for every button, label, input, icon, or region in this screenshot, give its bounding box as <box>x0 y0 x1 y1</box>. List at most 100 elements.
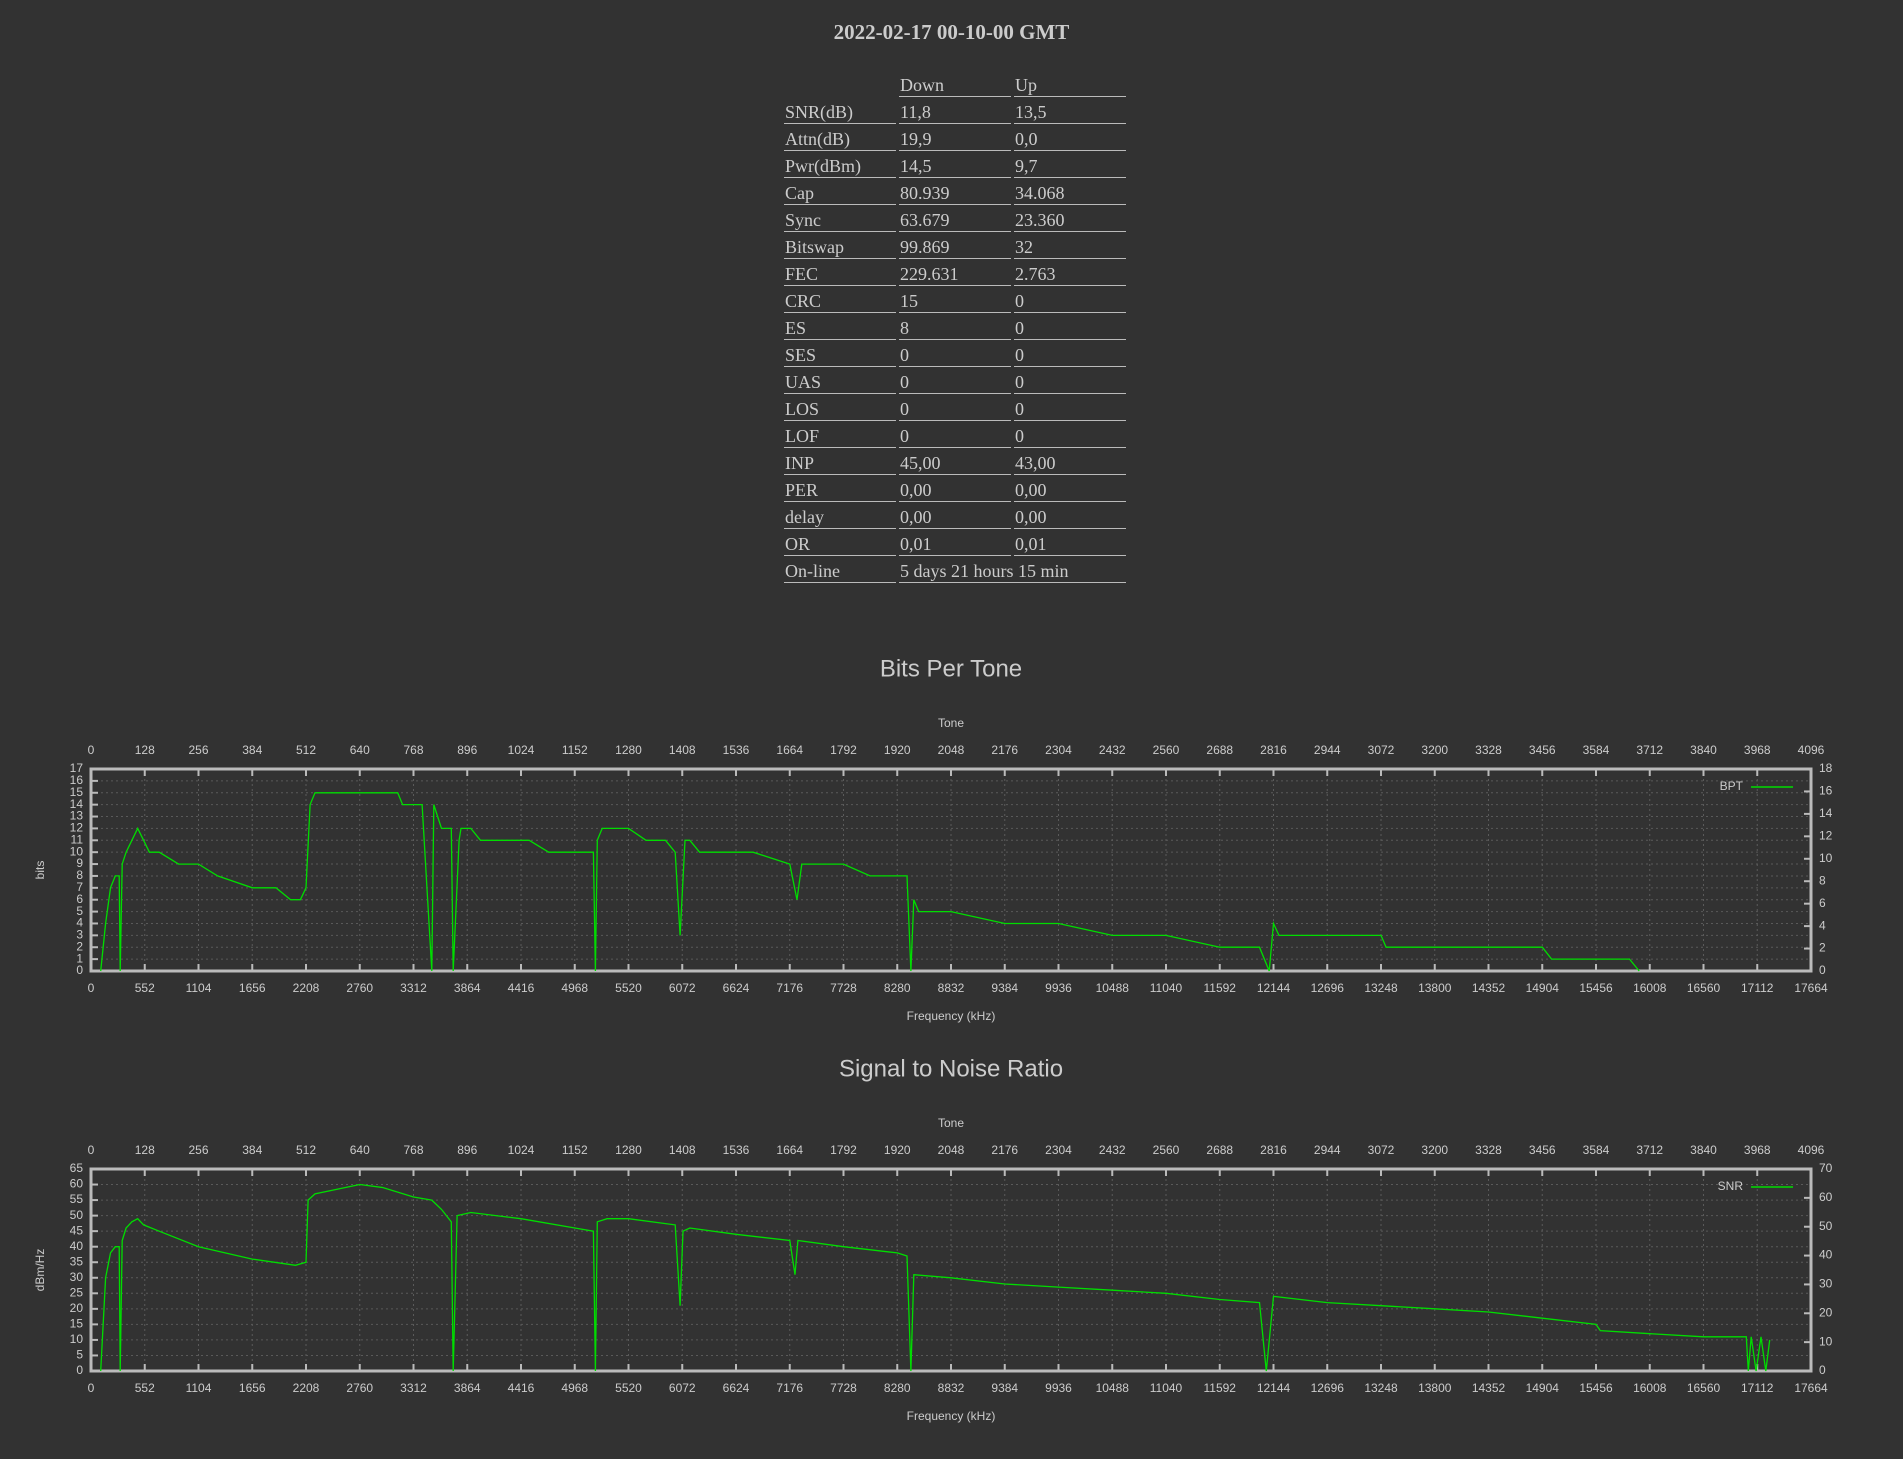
x2-tick-label: 3968 <box>1744 1143 1771 1157</box>
x2-tick-label: 3072 <box>1368 1143 1395 1157</box>
row-label: PER <box>784 475 896 502</box>
x2-tick-label: 1792 <box>830 743 857 757</box>
row-label: Sync <box>784 205 896 232</box>
x-tick-label: 15456 <box>1579 1381 1613 1395</box>
x2-tick-label: 3456 <box>1529 743 1556 757</box>
table-row: Sync 63.679 23.360 <box>784 205 1126 232</box>
x-tick-label: 2760 <box>346 1381 373 1395</box>
x2-tick-label: 1664 <box>776 743 803 757</box>
x-tick-label: 2760 <box>346 981 373 995</box>
table-row: Pwr(dBm) 14,5 9,7 <box>784 151 1126 178</box>
x2-tick-label: 3712 <box>1636 1143 1663 1157</box>
x-tick-label: 8832 <box>938 981 965 995</box>
x2-tick-label: 3584 <box>1583 743 1610 757</box>
x2-tick-label: 1280 <box>615 1143 642 1157</box>
y-tick-label: 13 <box>70 809 84 823</box>
x-tick-label: 6072 <box>669 1381 696 1395</box>
x-tick-label: 0 <box>88 1381 95 1395</box>
x-tick-label: 17112 <box>1741 981 1774 995</box>
table-row: OR 0,01 0,01 <box>784 529 1126 556</box>
y-tick-label: 9 <box>76 856 83 870</box>
cell: 0 <box>1014 340 1126 367</box>
y-tick-label: 6 <box>76 892 83 906</box>
row-label: INP <box>784 448 896 475</box>
x-tick-label: 12696 <box>1311 1381 1345 1395</box>
y-tick-label: 50 <box>70 1208 84 1222</box>
x-axis-label: Frequency (kHz) <box>907 1409 996 1423</box>
cell: 2.763 <box>1014 259 1126 286</box>
x2-tick-label: 2816 <box>1260 1143 1287 1157</box>
stats-table: Down Up SNR(dB) 11,8 13,5 Attn(dB) 19,9 0,0 Pwr(… <box>781 70 1129 583</box>
x-tick-label: 9936 <box>1045 1381 1072 1395</box>
y-axis-label: bits <box>33 861 47 880</box>
table-row: FEC 229.631 2.763 <box>784 259 1126 286</box>
x2-axis-label: Tone <box>938 716 964 730</box>
x2-tick-label: 2560 <box>1153 1143 1180 1157</box>
cell: 229.631 <box>899 259 1011 286</box>
x2-tick-label: 1920 <box>884 1143 911 1157</box>
cell: 19,9 <box>899 124 1011 151</box>
row-label: SES <box>784 340 896 367</box>
x2-tick-label: 1152 <box>562 743 588 757</box>
x2-tick-label: 896 <box>457 1143 477 1157</box>
x-tick-label: 1656 <box>239 981 266 995</box>
y2-tick-label: 0 <box>1819 963 1826 977</box>
y-tick-label: 2 <box>76 939 83 953</box>
x-tick-label: 3312 <box>400 1381 427 1395</box>
x2-tick-label: 3456 <box>1529 1143 1556 1157</box>
x2-tick-label: 2432 <box>1099 1143 1126 1157</box>
y-tick-label: 3 <box>76 928 83 942</box>
x-tick-label: 13248 <box>1364 981 1398 995</box>
page-title: 2022-02-17 00-10-00 GMT <box>833 20 1070 44</box>
chart-title: Signal to Noise Ratio <box>839 1055 1063 1082</box>
x2-tick-label: 3200 <box>1421 1143 1448 1157</box>
x-tick-label: 2208 <box>293 981 320 995</box>
y-tick-label: 5 <box>76 1348 83 1362</box>
x2-tick-label: 1408 <box>669 743 696 757</box>
x2-tick-label: 3840 <box>1690 1143 1717 1157</box>
x-tick-label: 9936 <box>1045 981 1072 995</box>
x-tick-label: 11592 <box>1204 1381 1237 1395</box>
column-header: Down <box>899 70 1011 97</box>
x2-tick-label: 256 <box>188 743 208 757</box>
x2-tick-label: 1536 <box>723 743 750 757</box>
y-tick-label: 16 <box>70 773 84 787</box>
row-label: SNR(dB) <box>784 97 896 124</box>
y-tick-label: 25 <box>70 1285 84 1299</box>
table-row: delay 0,00 0,00 <box>784 502 1126 529</box>
x-tick-label: 3312 <box>400 981 427 995</box>
cell: 0 <box>899 421 1011 448</box>
cell: 0 <box>899 367 1011 394</box>
table-row: UAS 0 0 <box>784 367 1126 394</box>
cell: 0,00 <box>1014 502 1126 529</box>
x-tick-label: 17112 <box>1741 1381 1774 1395</box>
x2-tick-label: 3712 <box>1636 743 1663 757</box>
header-row: Down Up <box>784 70 1126 97</box>
x-tick-label: 7728 <box>830 1381 857 1395</box>
x2-tick-label: 1024 <box>508 743 535 757</box>
cell: 15 <box>899 286 1011 313</box>
row-label: UAS <box>784 367 896 394</box>
y2-tick-label: 18 <box>1819 761 1833 775</box>
x-tick-label: 9384 <box>991 1381 1018 1395</box>
x-tick-label: 3864 <box>454 981 481 995</box>
y-tick-label: 40 <box>70 1239 84 1253</box>
cell: 63.679 <box>899 205 1011 232</box>
cell: 13,5 <box>1014 97 1126 124</box>
x2-tick-label: 2688 <box>1206 743 1233 757</box>
y2-tick-label: 20 <box>1819 1305 1833 1319</box>
y2-tick-label: 12 <box>1819 829 1833 843</box>
x2-tick-label: 3200 <box>1421 743 1448 757</box>
cell: 0 <box>1014 286 1126 313</box>
x-tick-label: 14904 <box>1526 1381 1560 1395</box>
y-tick-label: 10 <box>70 844 84 858</box>
y-tick-label: 7 <box>76 880 83 894</box>
x2-tick-label: 256 <box>188 1143 208 1157</box>
x2-tick-label: 2560 <box>1153 743 1180 757</box>
x-tick-label: 11592 <box>1204 981 1237 995</box>
x2-tick-label: 2688 <box>1206 1143 1233 1157</box>
y-tick-label: 0 <box>76 963 83 977</box>
x-tick-label: 4416 <box>508 1381 535 1395</box>
chart-title: Bits Per Tone <box>880 655 1022 682</box>
x2-tick-label: 128 <box>135 1143 155 1157</box>
